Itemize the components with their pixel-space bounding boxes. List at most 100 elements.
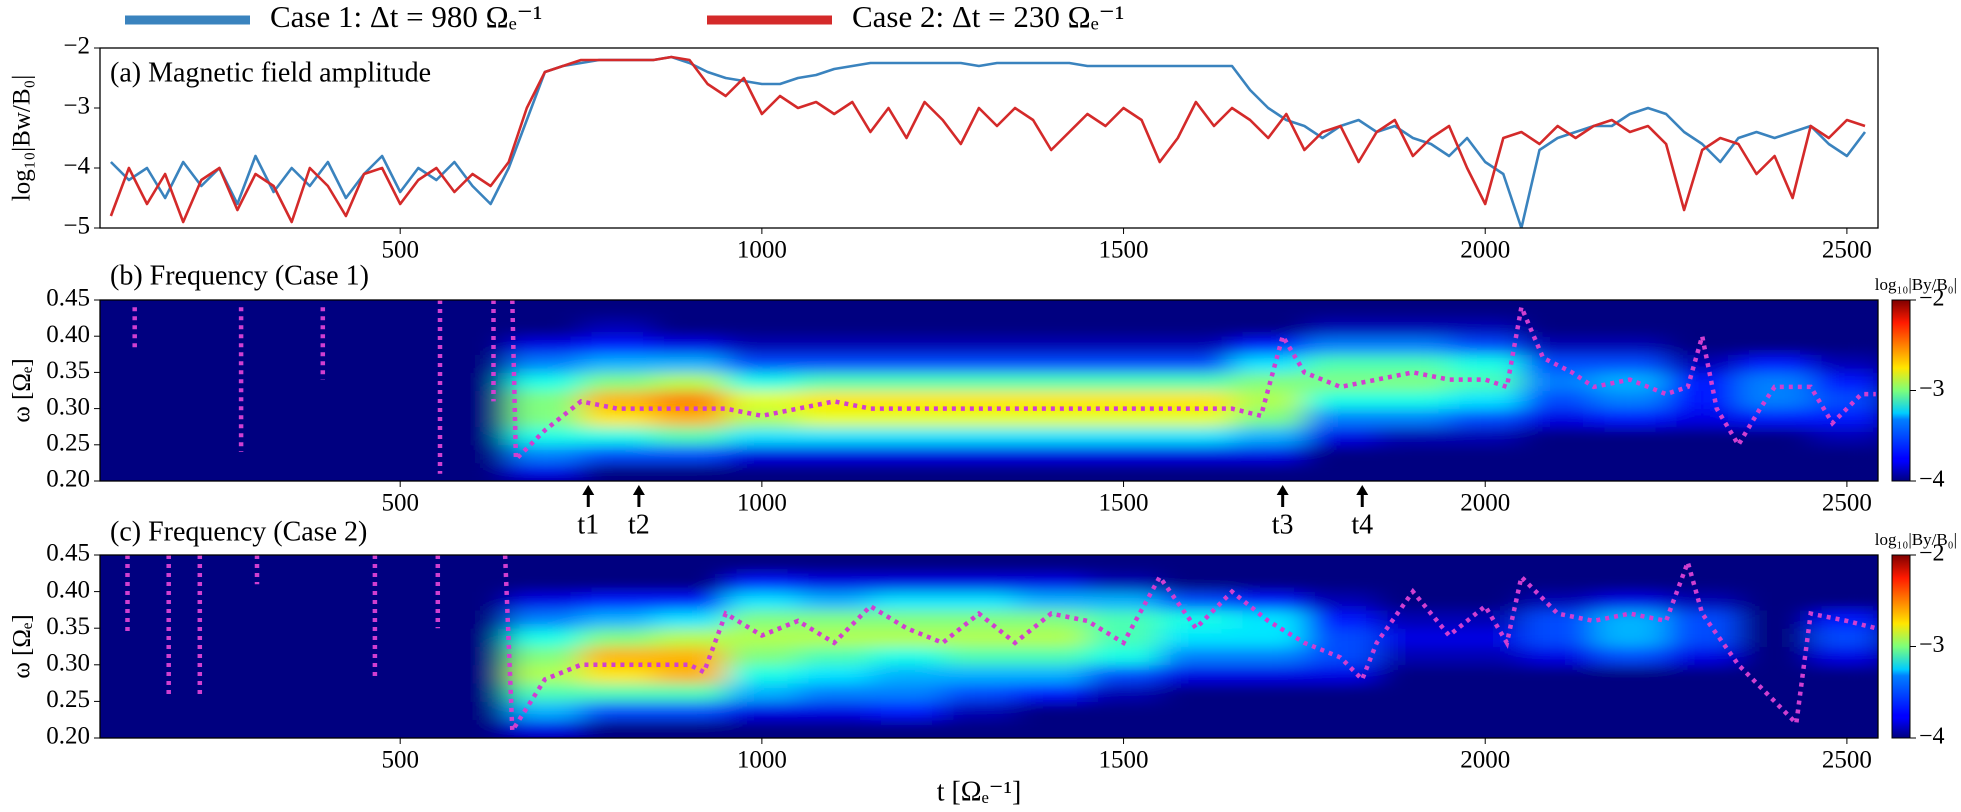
heatmap-cell: [1015, 555, 1088, 574]
heatmap-cell: [1738, 664, 1812, 684]
heatmap-cell: [1738, 354, 1812, 373]
heatmap-cell: [653, 555, 727, 574]
heatmap-cell: [870, 300, 944, 319]
heatmap-cell: [364, 573, 437, 593]
heatmap-cell: [653, 390, 727, 410]
heatmap-cell: [508, 719, 582, 738]
heatmap-cell: [653, 628, 727, 647]
heatmap-cell: [291, 683, 365, 702]
heatmap-cell: [508, 408, 582, 428]
heatmap-cell: [653, 664, 727, 684]
heatmap-cell: [291, 318, 365, 337]
heatmap-cell: [870, 354, 944, 373]
heatmap-cell: [798, 426, 871, 446]
heatmap-cell: [1304, 462, 1378, 481]
heatmap-cell: [1810, 426, 1878, 446]
heatmap-cell: [147, 719, 220, 738]
x-tick-label: 500: [381, 747, 419, 774]
heatmap-cell: [581, 555, 654, 574]
heatmap-cell: [1666, 444, 1739, 464]
heatmap-cell: [1376, 336, 1450, 355]
y-axis-label: ω [Ωₑ]: [9, 358, 36, 422]
heatmap-cell: [291, 390, 365, 410]
heatmap-cell: [653, 683, 727, 702]
colorbar-tick-label: −2: [1919, 286, 1945, 312]
heatmap-cell: [364, 444, 437, 464]
heatmap-cell: [1015, 444, 1088, 464]
heatmap-cell: [870, 664, 944, 684]
heatmap-cell: [1232, 300, 1305, 319]
heatmap-cell: [653, 336, 727, 355]
heatmap-cell: [147, 683, 220, 702]
heatmap-cell: [1666, 573, 1739, 593]
heatmap-cell: [725, 318, 799, 337]
heatmap-cell: [581, 336, 654, 355]
panel-title: (b) Frequency (Case 1): [110, 260, 369, 291]
heatmap-cell: [1449, 701, 1522, 721]
heatmap-cell: [1087, 318, 1161, 337]
heatmap-cell: [1521, 318, 1595, 337]
heatmap-cell: [1232, 664, 1305, 684]
heatmap-cell: [364, 701, 437, 721]
heatmap-cell: [1232, 444, 1305, 464]
heatmap-cell: [1593, 354, 1667, 373]
heatmap-cell: [1666, 664, 1739, 684]
heatmap-cell: [1593, 336, 1667, 355]
heatmap-cell: [1449, 300, 1522, 319]
heatmap-cell: [798, 664, 871, 684]
heatmap-cell: [1666, 408, 1739, 428]
heatmap-cell: [942, 555, 1016, 574]
plot-area: [100, 300, 1878, 481]
heatmap-cell: [1810, 390, 1878, 410]
heatmap-cell: [1521, 719, 1595, 738]
heatmap-cell: [100, 390, 148, 410]
heatmap-cell: [942, 390, 1016, 410]
heatmap-cell: [1087, 390, 1161, 410]
heatmap-cell: [436, 426, 510, 446]
heatmap-cell: [1159, 300, 1233, 319]
heatmap-cell: [1159, 609, 1233, 629]
heatmap-cell: [1810, 683, 1878, 702]
heatmap-cell: [436, 462, 510, 481]
heatmap-cell: [1376, 573, 1450, 593]
annotation-arrowhead: [1356, 485, 1369, 495]
heatmap-cell: [1087, 354, 1161, 373]
heatmap-cell: [942, 683, 1016, 702]
heatmap-cell: [581, 609, 654, 629]
heatmap-cell: [364, 318, 437, 337]
heatmap-cell: [1159, 354, 1233, 373]
heatmap-cell: [725, 591, 799, 611]
heatmap-cell: [147, 573, 220, 593]
heatmap-cell: [1159, 573, 1233, 593]
heatmap-cell: [364, 336, 437, 355]
x-axis-label: t [Ωₑ⁻¹]: [937, 776, 1022, 807]
heatmap-cell: [1376, 372, 1450, 391]
heatmap-cell: [1159, 664, 1233, 684]
heatmap-cell: [1666, 318, 1739, 337]
heatmap-cell: [1738, 573, 1812, 593]
heatmap-cell: [1521, 390, 1595, 410]
heatmap-cell: [725, 426, 799, 446]
heatmap-cell: [798, 591, 871, 611]
heatmap-cell: [942, 609, 1016, 629]
heatmap-cell: [436, 683, 510, 702]
heatmap-cell: [1159, 628, 1233, 647]
heatmap-cell: [147, 390, 220, 410]
heatmap-cell: [1232, 354, 1305, 373]
heatmap-cell: [870, 444, 944, 464]
x-tick-label: 500: [381, 490, 419, 517]
heatmap-cell: [1521, 664, 1595, 684]
heatmap-cell: [870, 336, 944, 355]
heatmap-cell: [1232, 555, 1305, 574]
annotation-arrowhead: [1276, 485, 1289, 495]
heatmap-cell: [942, 354, 1016, 373]
heatmap-cell: [1521, 701, 1595, 721]
heatmap-cell: [1304, 354, 1378, 373]
heatmap-cell: [725, 354, 799, 373]
heatmap-cell: [1087, 336, 1161, 355]
heatmap-cell: [725, 372, 799, 391]
heatmap-cell: [1159, 372, 1233, 391]
heatmap-cell: [1738, 628, 1812, 647]
heatmap-cell: [942, 664, 1016, 684]
heatmap-cell: [364, 628, 437, 647]
